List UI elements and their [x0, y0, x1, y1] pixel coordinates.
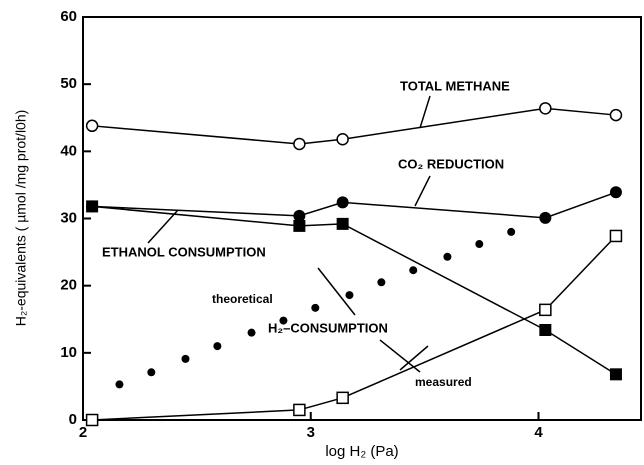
marker: [213, 342, 222, 351]
annotation: theoretical: [212, 292, 273, 306]
series-line: [92, 107, 617, 145]
marker: [409, 266, 418, 275]
y-tick-label: 20: [60, 277, 77, 294]
series-line: [92, 205, 617, 375]
y-axis-label: H₂-equivalents ( µmol /mg prot/l0h): [13, 110, 29, 327]
leader-line: [379, 339, 421, 373]
marker: [311, 303, 320, 312]
marker: [539, 102, 552, 115]
marker: [85, 119, 99, 133]
marker: [539, 323, 552, 336]
marker: [336, 132, 349, 146]
leader-line: [147, 209, 179, 244]
x-tick-label: 2: [79, 424, 87, 441]
marker: [541, 214, 550, 223]
y-tick-label: 10: [60, 344, 77, 361]
marker: [336, 217, 349, 230]
annotation: ETHANOL CONSUMPTION: [102, 244, 266, 259]
marker: [147, 368, 156, 377]
marker: [181, 354, 190, 363]
annotation: measured: [415, 375, 472, 389]
marker: [609, 186, 622, 199]
annotation: CO₂ REDUCTION: [398, 156, 504, 171]
x-axis-label: log H₂ (Pa): [325, 443, 398, 460]
y-tick-label: 60: [60, 8, 77, 25]
marker: [539, 303, 552, 317]
leader-line: [399, 345, 429, 371]
leader-line: [414, 175, 431, 207]
leader-line: [419, 95, 431, 129]
marker: [85, 413, 99, 427]
marker: [609, 368, 622, 381]
marker: [293, 209, 306, 222]
marker: [279, 316, 288, 325]
marker: [443, 252, 452, 261]
y-tick-label: 0: [69, 411, 77, 428]
marker: [475, 240, 484, 249]
marker: [345, 291, 354, 300]
leader-line: [317, 267, 356, 316]
x-tick-label: 3: [307, 424, 315, 441]
y-tick-label: 30: [60, 209, 77, 226]
annotation: TOTAL METHANE: [400, 78, 510, 93]
marker: [507, 227, 516, 236]
marker: [293, 403, 306, 417]
x-tick-label: 4: [534, 424, 543, 441]
annotation: H₂–CONSUMPTION: [268, 320, 388, 335]
y-tick-label: 40: [60, 142, 77, 159]
marker: [293, 137, 306, 151]
marker: [609, 229, 623, 243]
plot-frame: [82, 16, 642, 421]
marker: [293, 219, 306, 232]
y-tick-label: 50: [60, 75, 77, 92]
marker: [247, 328, 256, 337]
marker: [336, 196, 349, 209]
marker: [609, 108, 623, 122]
marker: [115, 380, 124, 389]
marker: [336, 391, 349, 405]
marker: [86, 200, 99, 213]
marker: [377, 278, 386, 287]
